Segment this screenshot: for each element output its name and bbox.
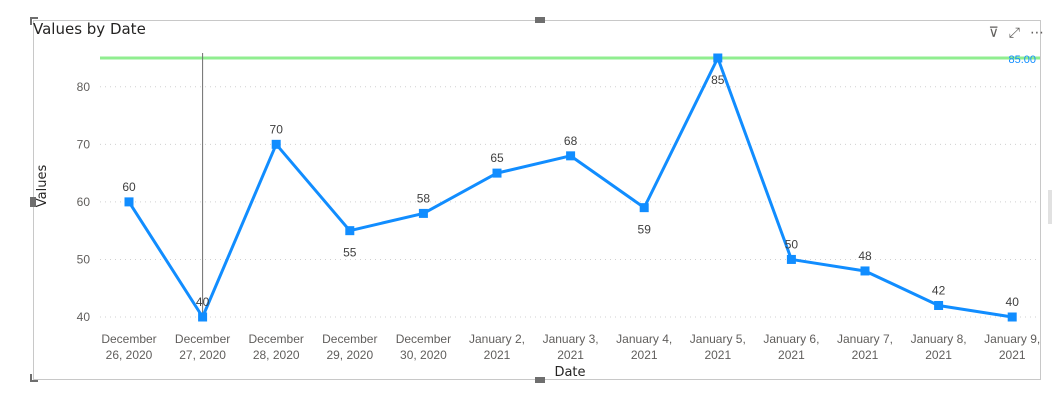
x-tick-label: January 6, 2021 [763,332,819,362]
data-point [345,226,355,236]
data-label: 65 [490,151,504,165]
canvas-scrollbar[interactable] [1048,190,1052,224]
data-label: 59 [638,223,652,237]
data-label: 60 [122,180,136,194]
data-point [1007,312,1017,322]
data-point [124,197,134,207]
resize-corner-bottom-left[interactable] [30,374,38,382]
x-tick-label: January 2, 2021 [469,332,525,362]
visual-header-icons: ⊽ ⤢ ⋯ [989,24,1044,41]
reference-line-label: 85.00 [1008,54,1036,66]
reference-line-group: 85.00 [100,54,1040,66]
data-labels: 60 40 70 55 58 65 68 59 85 50 48 42 40 [122,73,1019,309]
data-label: 70 [270,122,284,136]
data-point [566,151,576,161]
data-point [786,254,796,264]
x-tick-label: December 26, 2020 [101,332,156,362]
x-axis-ticks: December 26, 2020 December 27, 2020 December… [101,332,1040,362]
y-axis-title: Values [35,165,50,208]
data-label: 48 [858,249,872,263]
x-tick-label: January 4, 2021 [616,332,672,362]
resize-handle-top[interactable] [535,17,545,23]
x-tick-label: December 28, 2020 [249,332,304,362]
x-tick-label: December 30, 2020 [396,332,451,362]
y-tick-label: 60 [77,195,91,209]
y-axis-ticks: 40 50 60 70 80 [77,80,91,324]
x-tick-label: January 9, 2021 [984,332,1040,362]
data-label: 68 [564,134,578,148]
data-label: 40 [1006,295,1020,309]
more-options-icon[interactable]: ⋯ [1030,24,1044,40]
data-label: 50 [785,237,799,251]
gridlines [100,86,1040,318]
data-label: 40 [196,295,210,309]
data-point [198,312,208,322]
x-axis-title: Date [554,365,585,380]
data-point [860,266,870,276]
resize-handle-left[interactable] [30,197,36,207]
x-tick-label: January 3, 2021 [543,332,599,362]
data-point [492,168,502,178]
series-line [127,56,1013,319]
x-tick-label: December 29, 2020 [322,332,377,362]
data-point [934,300,944,310]
resize-corner-top-left[interactable] [30,17,38,25]
data-label: 58 [417,191,431,205]
y-tick-label: 80 [77,80,91,94]
data-point [713,53,723,63]
x-tick-label: December 27, 2020 [175,332,230,362]
x-tick-label: January 7, 2021 [837,332,893,362]
data-point [271,139,281,149]
data-label: 85 [711,73,725,87]
y-tick-label: 40 [77,310,91,324]
chart-title: Values by Date [33,20,146,38]
x-tick-label: January 8, 2021 [911,332,967,362]
focus-mode-icon[interactable]: ⤢ [1008,24,1020,40]
series-group [124,53,1017,322]
data-label: 55 [343,246,357,260]
filter-icon[interactable]: ⊽ [988,24,999,40]
resize-handle-bottom[interactable] [535,377,545,383]
data-point [639,203,649,213]
data-label: 42 [932,283,946,297]
x-tick-label: January 5, 2021 [690,332,746,362]
y-tick-label: 70 [77,137,91,151]
data-point [418,208,428,218]
y-tick-label: 50 [77,252,91,266]
